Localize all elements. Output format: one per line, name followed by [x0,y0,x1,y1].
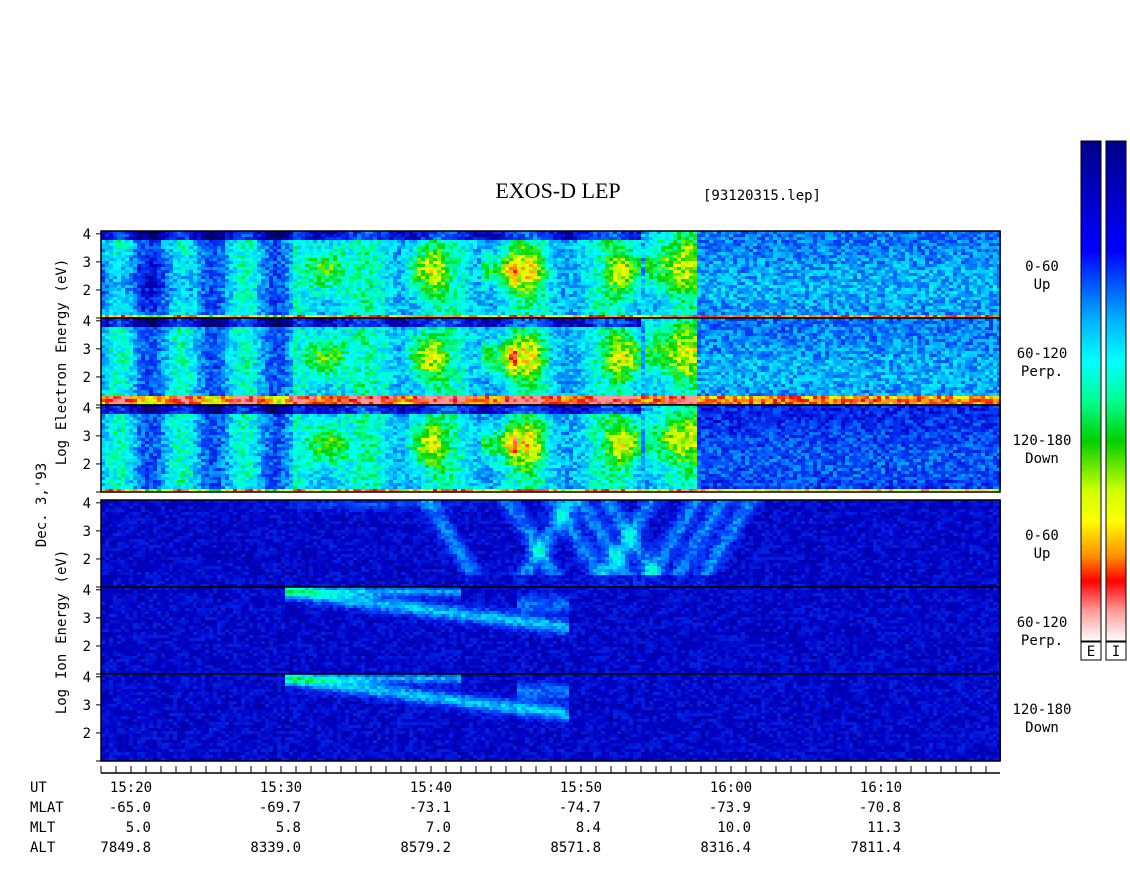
ephemeris-value: 8.4 [576,820,601,836]
ephemeris-table: UT 15:20 15:30 15:40 15:50 16:00 16:10 MLAT -65.… [30,780,902,856]
panel-frame [100,673,1001,762]
panel-label-angle: 120-180 [1012,702,1071,718]
ephemeris-value: 16:00 [710,780,752,796]
y-tick-label: 2 [83,639,91,655]
y-tick-label: 3 [83,524,91,540]
y-tick-label: 2 [83,726,91,742]
ephemeris-value: 8339.0 [250,840,301,856]
y-tick-label: 2 [83,283,91,299]
y-tick-label: 4 [83,583,91,599]
y-tick-label: 4 [83,314,91,330]
ephemeris-value: 7811.4 [850,840,901,856]
ephemeris-value: 7.0 [426,820,451,836]
panel-label-angle: 0-60 [1025,528,1059,544]
ephemeris-value: -65.0 [109,800,151,816]
spectrogram-panel-6: 2 3 4 [83,670,1001,762]
ephemeris-value: 15:30 [260,780,302,796]
ephemeris-value: 15:40 [410,780,452,796]
y-tick-label: 2 [83,457,91,473]
file-id: [93120315.lep] [703,188,821,204]
panel-label-direction: Up [1034,546,1051,562]
ephemeris-value: 5.8 [276,820,301,836]
ephemeris-value: 16:10 [860,780,902,796]
ephemeris-value: 11.3 [867,820,901,836]
panel-label-direction: Perp. [1021,633,1063,649]
ephemeris-value: -74.7 [559,800,601,816]
ephemeris-value: -70.8 [859,800,901,816]
time-axis [100,766,1000,774]
panel-label-angle: 0-60 [1025,259,1059,275]
ephemeris-value: 15:20 [110,780,152,796]
panel-label-direction: Down [1025,451,1059,467]
panel-label-direction: Up [1034,277,1051,293]
ephemeris-value: 15:50 [560,780,602,796]
ephemeris-row-label: MLAT [30,800,64,816]
panel-label-direction: Down [1025,720,1059,736]
ephemeris-value: 8579.2 [400,840,451,856]
y-tick-label: 4 [83,401,91,417]
ylabel-word: Energy [54,593,70,644]
colorbar-I [1105,140,1127,642]
ephemeris-value: -69.7 [259,800,301,816]
y-tick-label: 3 [83,342,91,358]
ylabel-word: Energy [54,302,70,353]
spectrogram-panel-4: 2 3 4 [83,496,1001,588]
ion-ylabel: Log Ion Energy (eV) [54,550,70,715]
ylabel-word: Ion [54,654,70,679]
panel-frame [100,404,1001,493]
ylabel-word: (eV) [54,259,70,293]
y-tick-label: 3 [83,429,91,445]
panel-labels: 0-60 Up 60-120 Perp. 120-180 Down 0-60 Up 60-120… [1012,259,1071,736]
panel-label-angle: 60-120 [1017,615,1068,631]
y-tick-label: 2 [83,370,91,386]
panel-label-direction: Perp. [1021,364,1063,380]
ephemeris-value: 7849.8 [100,840,151,856]
spectrogram-panel-2: 2 3 4 [83,314,1001,406]
colorbar-label: I [1112,644,1120,660]
chart-title: EXOS-D LEP [495,178,620,203]
spectrogram-panels: 2 3 4 2 3 4 2 3 4 2 3 4 2 3 4 2 3 4 [83,227,1001,762]
date-label: Dec. 3,'93 [34,463,50,547]
colorbar-E [1080,140,1102,642]
y-tick-label: 3 [83,698,91,714]
y-tick-label: 2 [83,552,91,568]
ephemeris-value: -73.9 [709,800,751,816]
colorbar-label: E [1087,644,1095,660]
ephemeris-value: 8571.8 [550,840,601,856]
colorbar-label-box [1080,641,1102,661]
ephemeris-value: -73.1 [409,800,451,816]
spectrogram-panel-5: 2 3 4 [83,583,1001,675]
ephemeris-value: 8316.4 [700,840,751,856]
ylabel-word: (eV) [54,550,70,584]
ylabel-word: Log [54,689,70,714]
ylabel-word: Electron [54,363,70,430]
panel-label-angle: 120-180 [1012,433,1071,449]
panel-label-angle: 60-120 [1017,346,1068,362]
ephemeris-value: 10.0 [717,820,751,836]
y-tick-label: 4 [83,227,91,243]
y-tick-label: 4 [83,670,91,686]
spectrogram-panel-3: 2 3 4 [83,401,1001,493]
ephemeris-row-label: ALT [30,840,56,856]
y-tick-label: 3 [83,255,91,271]
spectrogram-panel-1: 2 3 4 [83,227,1001,319]
y-tick-label: 4 [83,496,91,512]
ephemeris-value: 5.0 [126,820,151,836]
electron-ylabel: Log Electron Energy (eV) [54,259,70,466]
y-tick-label: 3 [83,611,91,627]
ephemeris-row-label: MLT [30,820,56,836]
ephemeris-row-label: UT [30,780,47,796]
colorbar-label-box [1105,641,1127,661]
ylabel-word: Log [54,440,70,465]
